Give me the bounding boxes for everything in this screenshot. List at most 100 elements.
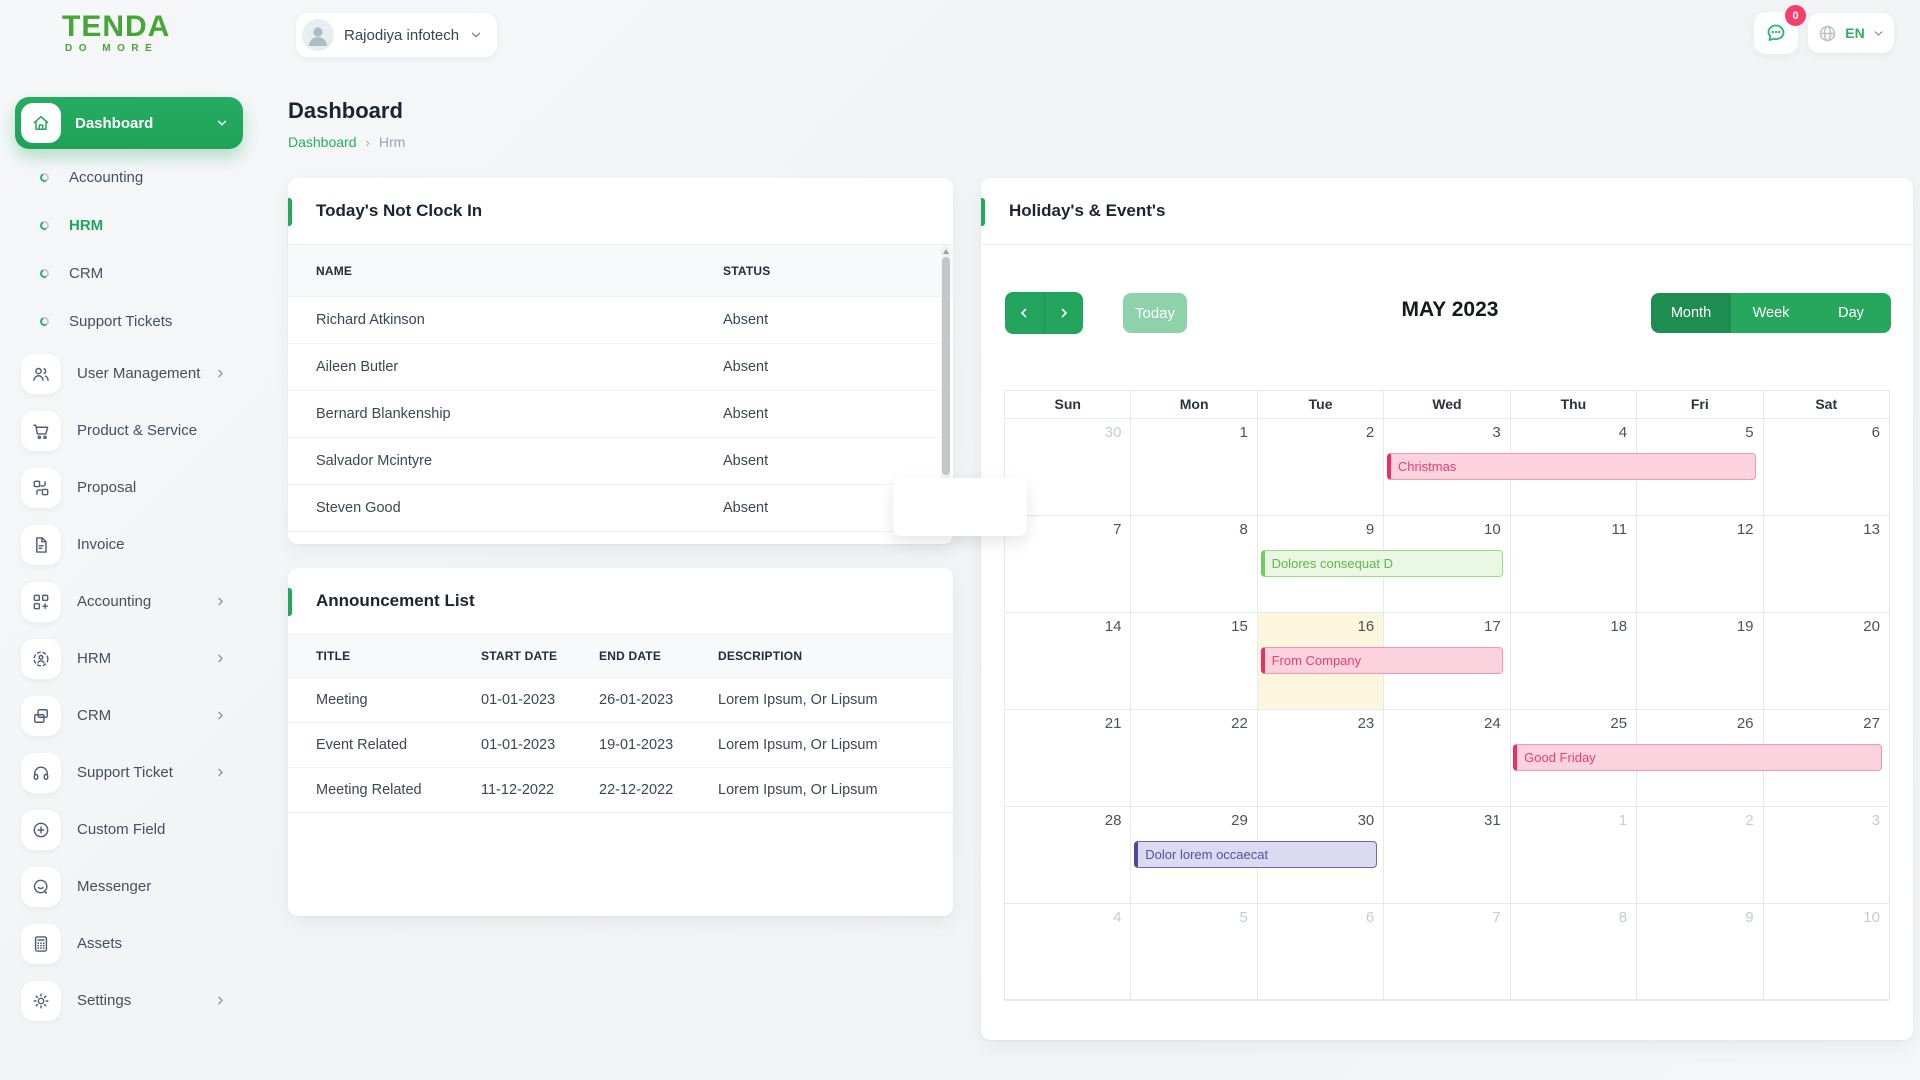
calendar-day-cell[interactable]: 28: [1005, 807, 1132, 904]
calendar-day-cell[interactable]: 12: [1637, 516, 1764, 613]
employee-name: Richard Atkinson: [316, 312, 425, 328]
status-value: Absent: [723, 359, 769, 375]
calendar-day-cell[interactable]: 7: [1005, 516, 1132, 613]
calendar-day-cell[interactable]: 31: [1384, 807, 1511, 904]
calendar-day-cell[interactable]: 3: [1763, 807, 1889, 904]
sidebar-subitem-support-tickets[interactable]: Support Tickets: [15, 297, 243, 345]
sidebar-subitem-accounting[interactable]: Accounting: [15, 153, 243, 201]
calendar-day-cell[interactable]: 21: [1005, 710, 1132, 807]
sidebar-item-invoice[interactable]: Invoice: [15, 516, 243, 573]
calendar-day-cell[interactable]: 14: [1005, 613, 1132, 710]
card-header: Holiday's & Event's: [981, 178, 1913, 245]
calendar-day-cell[interactable]: 2: [1637, 807, 1764, 904]
view-day-button[interactable]: Day: [1811, 293, 1891, 333]
calendar-day-cell[interactable]: 23: [1257, 710, 1385, 807]
calendar-day-cell[interactable]: 30: [1257, 807, 1385, 904]
next-month-button[interactable]: [1045, 292, 1084, 334]
calendar-day-cell[interactable]: 8: [1131, 516, 1258, 613]
language-selector[interactable]: EN: [1808, 13, 1894, 53]
workspace-selector[interactable]: Rajodiya infotech: [296, 13, 498, 57]
calendar-event[interactable]: From Company: [1260, 647, 1504, 674]
accent-bar: [981, 198, 985, 226]
calendar-day-cell[interactable]: 24: [1384, 710, 1511, 807]
sidebar-item-label: Assets: [77, 935, 123, 952]
calendar-event[interactable]: Dolores consequat D: [1260, 550, 1504, 577]
sidebar-item-label: Settings: [77, 992, 132, 1009]
sidebar-item-product-service[interactable]: Product & Service: [15, 402, 243, 459]
calendar-event[interactable]: Dolor lorem occaecat: [1134, 841, 1377, 868]
calendar-day-cell[interactable]: 20: [1763, 613, 1889, 710]
calendar-day-cell[interactable]: 13: [1763, 516, 1889, 613]
sidebar-item-accounting[interactable]: Accounting: [15, 573, 243, 630]
calendar-day-cell[interactable]: 15: [1131, 613, 1258, 710]
calendar-day-cell[interactable]: 10: [1384, 516, 1511, 613]
sidebar-item-label: Custom Field: [77, 821, 166, 838]
day-number: 18: [1610, 618, 1628, 635]
announcement-title: Meeting: [316, 692, 368, 708]
chevron-right-icon: [214, 994, 227, 1007]
sidebar-item-proposal[interactable]: Proposal: [15, 459, 243, 516]
bullet-icon: [38, 315, 51, 327]
sidebar-item-label: User Management: [77, 365, 201, 382]
card-header: Announcement List: [288, 568, 953, 635]
prev-month-button[interactable]: [1005, 292, 1045, 334]
day-number: 19: [1736, 618, 1754, 635]
sidebar-item-support-ticket[interactable]: Support Ticket: [15, 744, 243, 801]
scrollbar-up-arrow-icon[interactable]: [942, 249, 949, 254]
table-row: Aileen Butler Absent: [288, 344, 953, 391]
calendar-grid: Sun Mon Tue Wed Thu Fri Sat 30 1 2 3 4 5 6 7 8…: [1004, 390, 1890, 1001]
table-scrollbar[interactable]: [941, 245, 950, 523]
day-number: 23: [1357, 715, 1375, 732]
sidebar-subitem-crm[interactable]: CRM: [15, 249, 243, 297]
calendar-day-cell[interactable]: 1: [1510, 807, 1638, 904]
sidebar-item-custom-field[interactable]: Custom Field: [15, 801, 243, 858]
calendar-day-header-row: Sun Mon Tue Wed Thu Fri Sat: [1005, 391, 1889, 419]
calendar-day-cell[interactable]: 17: [1384, 613, 1511, 710]
view-week-button[interactable]: Week: [1731, 293, 1811, 333]
sidebar-item-assets[interactable]: Assets: [15, 915, 243, 972]
announcement-start-date: 11-12-2022: [481, 782, 555, 798]
sidebar-item-dashboard[interactable]: Dashboard: [15, 97, 243, 149]
calendar-event[interactable]: Good Friday: [1513, 744, 1882, 771]
messages-button[interactable]: 0: [1754, 5, 1806, 54]
calendar-day-cell[interactable]: 5: [1131, 904, 1258, 1001]
calendar-day-cell[interactable]: 11: [1510, 516, 1638, 613]
calendar-day-cell[interactable]: 6: [1257, 904, 1385, 1001]
sidebar-item-label: Proposal: [77, 479, 137, 496]
calendar-day-cell[interactable]: 27: [1763, 710, 1889, 807]
sidebar-item-messenger[interactable]: Messenger: [15, 858, 243, 915]
crm-icon: [21, 695, 61, 736]
calendar-day-cell[interactable]: 2: [1257, 419, 1385, 516]
sidebar-item-hrm[interactable]: HRM: [15, 630, 243, 687]
sidebar-item-crm[interactable]: CRM: [15, 687, 243, 744]
calendar-day-cell[interactable]: 30: [1005, 419, 1132, 516]
calendar-day-cell[interactable]: 8: [1510, 904, 1638, 1001]
calendar-day-cell[interactable]: 22: [1131, 710, 1258, 807]
scrollbar-thumb[interactable]: [941, 257, 950, 475]
brand-name: TENDA: [62, 10, 171, 43]
calendar-day-cell[interactable]: 19: [1637, 613, 1764, 710]
sidebar-item-label: CRM: [77, 707, 112, 724]
today-button[interactable]: Today: [1123, 293, 1187, 333]
announcement-start-date: 01-01-2023: [481, 692, 556, 708]
breadcrumb-dashboard-link[interactable]: Dashboard: [288, 134, 357, 150]
employee-name: Steven Good: [316, 500, 401, 516]
calendar-event[interactable]: Christmas: [1386, 453, 1756, 480]
bullet-icon: [38, 219, 51, 231]
sidebar-item-user-management[interactable]: User Management: [15, 345, 243, 402]
calendar-day-cell[interactable]: 5: [1637, 419, 1764, 516]
calendar-day-cell[interactable]: 7: [1384, 904, 1511, 1001]
calendar-day-cell[interactable]: 1: [1131, 419, 1258, 516]
calendar-day-cell[interactable]: 18: [1510, 613, 1638, 710]
breadcrumb: Dashboard › Hrm: [288, 134, 405, 150]
day-number: 30: [1104, 424, 1122, 441]
calendar-day-cell[interactable]: 10: [1763, 904, 1889, 1001]
sidebar-subitem-hrm[interactable]: HRM: [15, 201, 243, 249]
status-value: Absent: [723, 500, 769, 516]
calendar-day-cell[interactable]: 4: [1005, 904, 1132, 1001]
view-month-button[interactable]: Month: [1651, 293, 1731, 333]
sidebar-item-settings[interactable]: Settings: [15, 972, 243, 1029]
calendar-day-cell[interactable]: 9: [1637, 904, 1764, 1001]
breadcrumb-current: Hrm: [378, 134, 406, 150]
calendar-day-cell[interactable]: 6: [1763, 419, 1889, 516]
